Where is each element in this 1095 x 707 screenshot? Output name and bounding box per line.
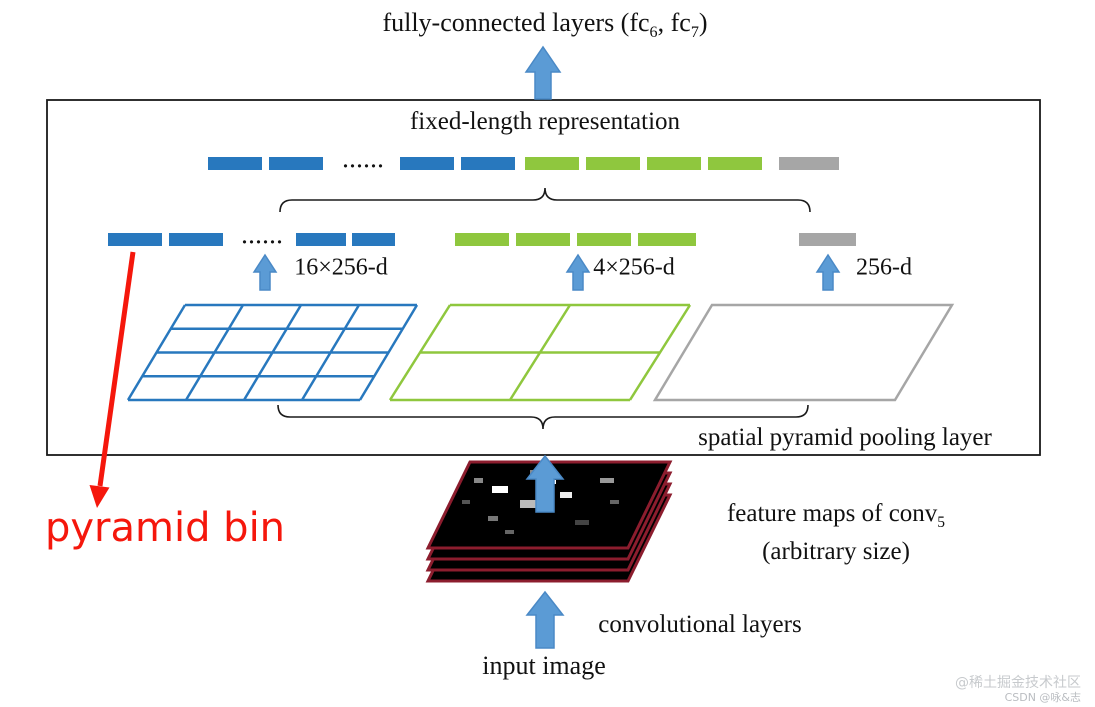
pooled-vector-bars xyxy=(108,233,856,246)
ellipsis-top-row: ...... xyxy=(343,150,385,173)
pyramid-grid-2x2 xyxy=(388,303,692,402)
ellipsis-pooled-row: ...... xyxy=(242,226,284,249)
fc-layers-text: fully-connected layers (fc xyxy=(382,7,650,37)
arrow-4bin-icon xyxy=(565,253,591,291)
fc-layers-label: fully-connected layers (fc6, fc7) xyxy=(382,8,707,42)
watermark-csdn: CSDN @咏&志 xyxy=(1004,691,1081,704)
feature-maps-label: feature maps of conv5 xyxy=(727,500,945,532)
pool-16x256-label: 16×256-d xyxy=(294,254,388,281)
fc-layers-text2: , fc xyxy=(657,7,691,37)
arrow-conv-layers-icon xyxy=(525,590,565,649)
arrow-to-fc-icon xyxy=(524,45,562,100)
watermark-community: @稀土掘金技术社区 xyxy=(955,675,1081,691)
lower-brace xyxy=(277,404,809,430)
pool-256-label: 256-d xyxy=(856,254,912,281)
pyramid-grid-1x1 xyxy=(652,303,955,402)
fixed-length-label: fixed-length representation xyxy=(409,108,681,135)
upper-brace xyxy=(279,187,811,213)
spp-layer-label: spatial pyramid pooling layer xyxy=(698,424,992,451)
pyramid-bin-arrow-icon xyxy=(89,251,136,508)
conv5-subscript: 5 xyxy=(937,514,946,531)
input-image-label: input image xyxy=(482,651,606,680)
feature-maps-text: feature maps of conv xyxy=(726,500,938,527)
pool-4x256-label: 4×256-d xyxy=(593,254,675,281)
conv-layers-label: convolutional layers xyxy=(598,611,802,638)
arrow-maps-to-spp-icon xyxy=(525,454,565,513)
arrow-16bin-icon xyxy=(252,253,278,291)
fc7-subscript: 7 xyxy=(690,24,699,42)
fc-layers-text3: ) xyxy=(698,7,708,37)
arrow-1bin-icon xyxy=(815,253,841,291)
arbitrary-size-label: (arbitrary size) xyxy=(762,538,910,565)
fixed-length-vector-bars xyxy=(208,157,839,170)
pyramid-grid-4x4 xyxy=(126,303,419,402)
pyramid-bin-label: pyramid bin xyxy=(44,505,286,551)
fc6-subscript: 6 xyxy=(649,24,658,42)
